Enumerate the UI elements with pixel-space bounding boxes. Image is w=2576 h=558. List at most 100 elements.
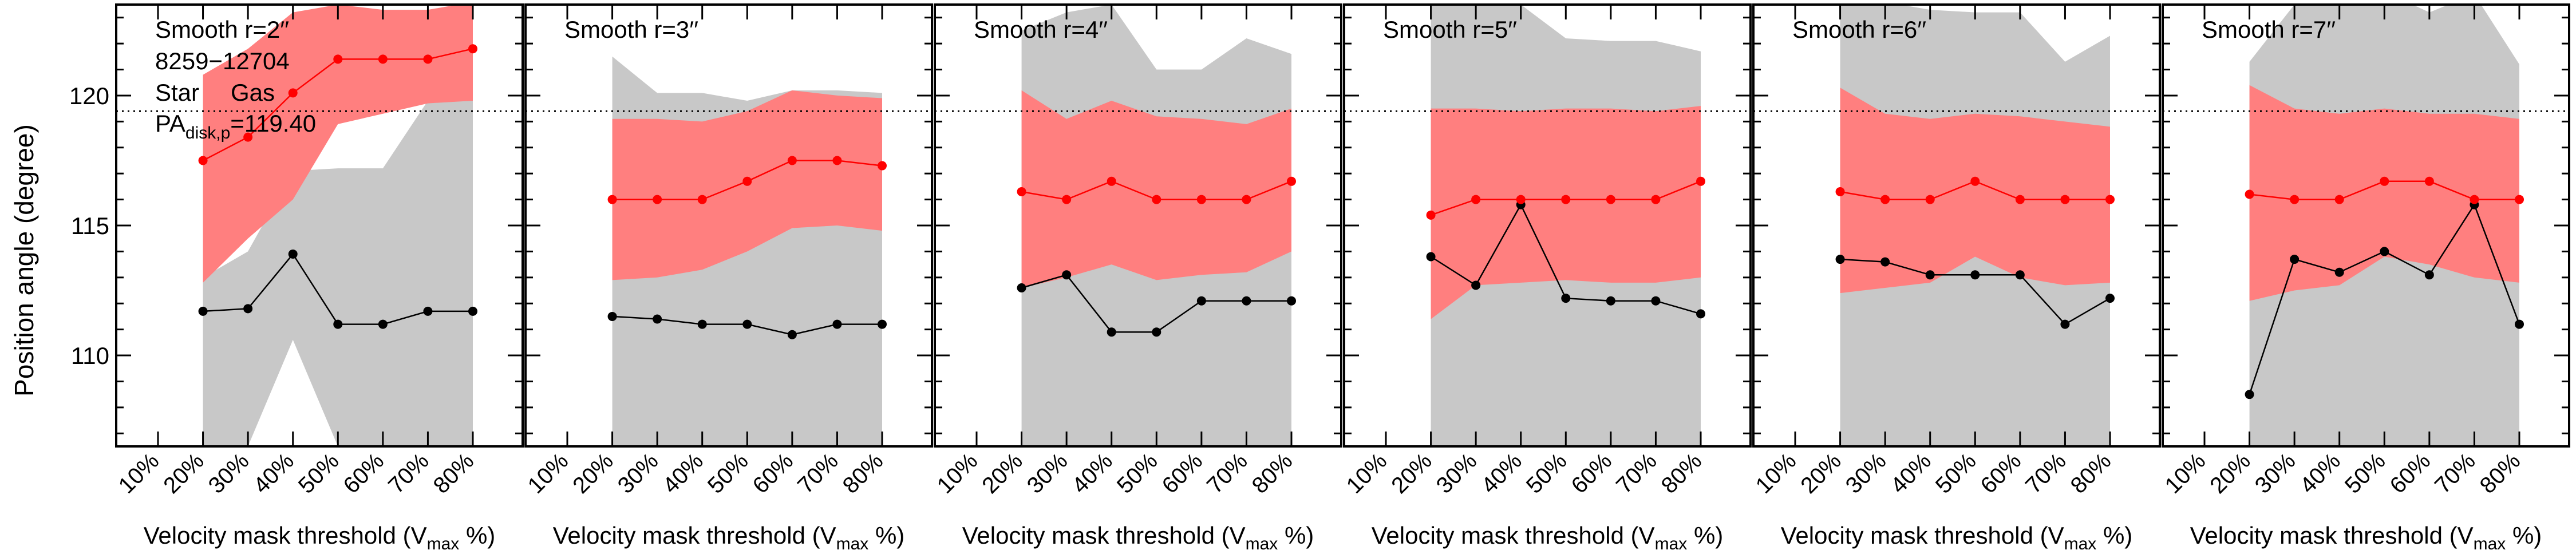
x-tick-label: 70% [2021,448,2071,498]
gas-data-point [787,156,797,165]
bands-3 [1021,5,1291,446]
star-data-point [1880,257,1890,267]
x-tick-label: 30% [2250,448,2301,498]
x-tick-label: 40% [658,448,708,498]
star-data-point [1471,280,1481,290]
x-tick-label: 10% [523,448,574,498]
x-tick-label: 30% [1841,448,1891,498]
gas-data-point [2290,195,2300,204]
x-tick-label: 10% [933,448,983,498]
x-tick-label: 50% [1931,448,1981,498]
gas-data-point [742,176,752,186]
x-tick-label: 20% [977,448,1028,498]
x-tick-label: 80% [2066,448,2116,498]
x-tick-label: 30% [1022,448,1073,498]
panel-title: Smooth r=3′′ [564,16,698,43]
x-tick-label: 70% [1202,448,1253,498]
star-data-point [1561,294,1571,303]
star-data-point [2424,270,2434,280]
x-tick-label: 50% [1112,448,1163,498]
chart-panel-6: 10%20%30%40%50%60%70%80% Smooth r=7′′ Velo… [2160,3,2570,553]
star-data-point [742,319,752,329]
gas-data-point [2245,189,2254,199]
gas-data-point [1062,195,1072,204]
gas-data-point [2380,176,2389,186]
gas-data-point [1696,176,1705,186]
gas-uncertainty-band [203,5,473,283]
x-tick-label: 40% [248,448,299,498]
star-data-point [1606,296,1615,306]
gas-data-point [832,156,842,165]
legend-gas-label: Gas [231,79,275,106]
star-data-point [878,319,887,329]
x-axis-label: Velocity mask threshold (Vmax %) [962,522,1314,553]
y-tick-label: 120 [69,82,109,109]
x-tick-label: 20% [1796,448,1846,498]
x-axis-label: Velocity mask threshold (Vmax %) [553,522,905,553]
bands-4 [1431,5,1701,446]
bands-6 [2249,5,2519,446]
gas-data-point [2105,195,2115,204]
star-data-point [198,306,208,316]
gas-data-point [1426,210,1436,220]
x-tick-label: 60% [1566,448,1617,498]
gas-data-point [1880,195,1890,204]
gas-data-point [423,54,433,64]
gas-data-point [468,44,477,54]
star-data-point [1107,327,1116,337]
star-data-point [1696,309,1705,319]
gas-data-point [1835,187,1845,196]
x-tick-label: 30% [613,448,663,498]
gas-data-point [378,54,388,64]
y-axis-label: Position angle (degree) [9,124,39,397]
gas-data-point [1196,195,1206,204]
star-data-point [333,319,343,329]
star-data-point [2015,270,2025,280]
x-tick-label: 60% [2385,448,2435,498]
chart-panel-5: 10%20%30%40%50%60%70%80% Smooth r=6′′ Velo… [1751,3,2161,553]
x-tick-label: 60% [338,448,389,498]
x-tick-label: 60% [748,448,798,498]
star-data-point [2515,319,2524,329]
panel-title: Smooth r=5′′ [1383,16,1517,43]
x-tick-label: 70% [1611,448,1662,498]
chart-panel-3: 10%20%30%40%50%60%70%80% Smooth r=4′′ Velo… [933,3,1342,553]
panel-title: Smooth r=4′′ [974,16,1108,43]
x-tick-label: 20% [568,448,618,498]
star-data-point [468,306,477,316]
gas-data-point [1287,176,1296,186]
gas-uncertainty-band [1840,88,2110,294]
gas-data-point [1970,176,1980,186]
x-tick-label: 80% [1247,448,1298,498]
x-tick-label: 80% [838,448,888,498]
star-data-point [1062,270,1072,280]
gas-data-point [2015,195,2025,204]
panel-title: Smooth r=2′′ [155,16,289,43]
star-uncertainty-band [203,95,473,446]
gas-data-point [2515,195,2524,204]
x-tick-label: 70% [384,448,434,498]
gas-data-point [243,132,253,142]
star-data-point [2060,319,2070,329]
gas-data-point [1471,195,1481,204]
x-tick-label: 30% [204,448,254,498]
star-data-point [423,306,433,316]
gas-data-point [697,195,707,204]
gas-data-point [1107,176,1116,186]
x-tick-label: 70% [2430,448,2480,498]
x-tick-label: 80% [429,448,479,498]
gas-data-point [2060,195,2070,204]
star-data-point [607,311,617,321]
star-data-point [1196,296,1206,306]
star-data-point [378,319,388,329]
gas-data-point [1516,195,1526,204]
gas-data-point [2470,195,2479,204]
panels: 11011512010%20%30%40%50%60%70%80%Smooth … [69,3,2570,553]
gas-data-point [1152,195,1161,204]
chart-panel-2: 10%20%30%40%50%60%70%80% Smooth r=3′′ Velo… [523,3,933,553]
panel-title: Smooth r=6′′ [1792,16,1926,43]
pa-disk-label: PAdisk,p=119.40 [155,110,316,143]
x-tick-label: 10% [1342,448,1392,498]
star-data-point [1925,270,1935,280]
star-data-point [697,319,707,329]
